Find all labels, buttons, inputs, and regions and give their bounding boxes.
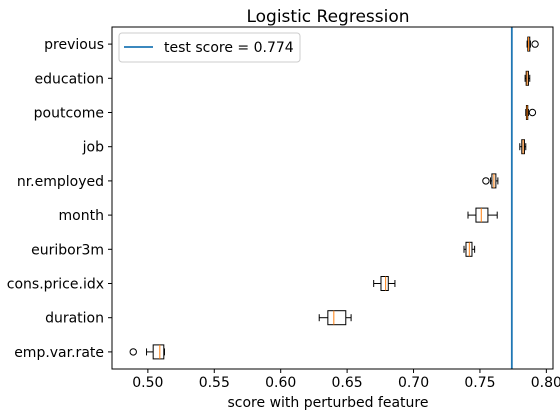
x-tick-label-0-50: 0.50 (132, 375, 163, 391)
x-axis-label: score with perturbed feature (228, 395, 429, 411)
plot-frame (111, 26, 554, 370)
outlier-previous-0 (531, 40, 539, 48)
y-tick-label-euribor3m: euribor3m (31, 242, 104, 258)
y-tick-label-job: job (82, 140, 104, 156)
x-tick-label-0-80: 0.80 (531, 375, 560, 391)
x-tick-label-0-55: 0.55 (199, 375, 230, 391)
y-tick-label-emp-var-rate: emp.var.rate (14, 345, 104, 361)
outlier-emp-var-rate-0 (129, 348, 137, 356)
legend-frame (118, 32, 301, 63)
legend: test score = 0.774 (118, 32, 301, 63)
outlier-poutcome-0 (528, 108, 537, 117)
y-tick-label-poutcome: poutcome (34, 106, 104, 122)
legend-entry-test-score: test score = 0.774 (164, 40, 294, 56)
y-tick-label-education: education (35, 71, 104, 87)
y-tick-label-cons-price-idx: cons.price.idx (7, 277, 104, 293)
box-duration (327, 310, 347, 326)
y-tick-label-nr-employed: nr.employed (17, 174, 104, 190)
x-tick-label-0-70: 0.70 (398, 375, 429, 391)
x-tick-label-0-60: 0.60 (265, 375, 296, 391)
plot-area: previous education poutcome job nr.employed m… (7, 27, 560, 391)
x-tick-label-0-65: 0.65 (332, 375, 363, 391)
y-tick-label-month: month (59, 208, 104, 224)
x-tick-label-0-75: 0.75 (464, 375, 495, 391)
box-emp-var-rate (152, 344, 165, 360)
box-month (475, 207, 489, 223)
chart-title: Logistic Regression (246, 7, 409, 27)
y-tick-label-duration: duration (45, 311, 104, 327)
y-tick-label-previous: previous (44, 37, 104, 53)
outlier-nr-employed-0 (482, 177, 490, 185)
box-cons-price-idx (380, 276, 389, 291)
